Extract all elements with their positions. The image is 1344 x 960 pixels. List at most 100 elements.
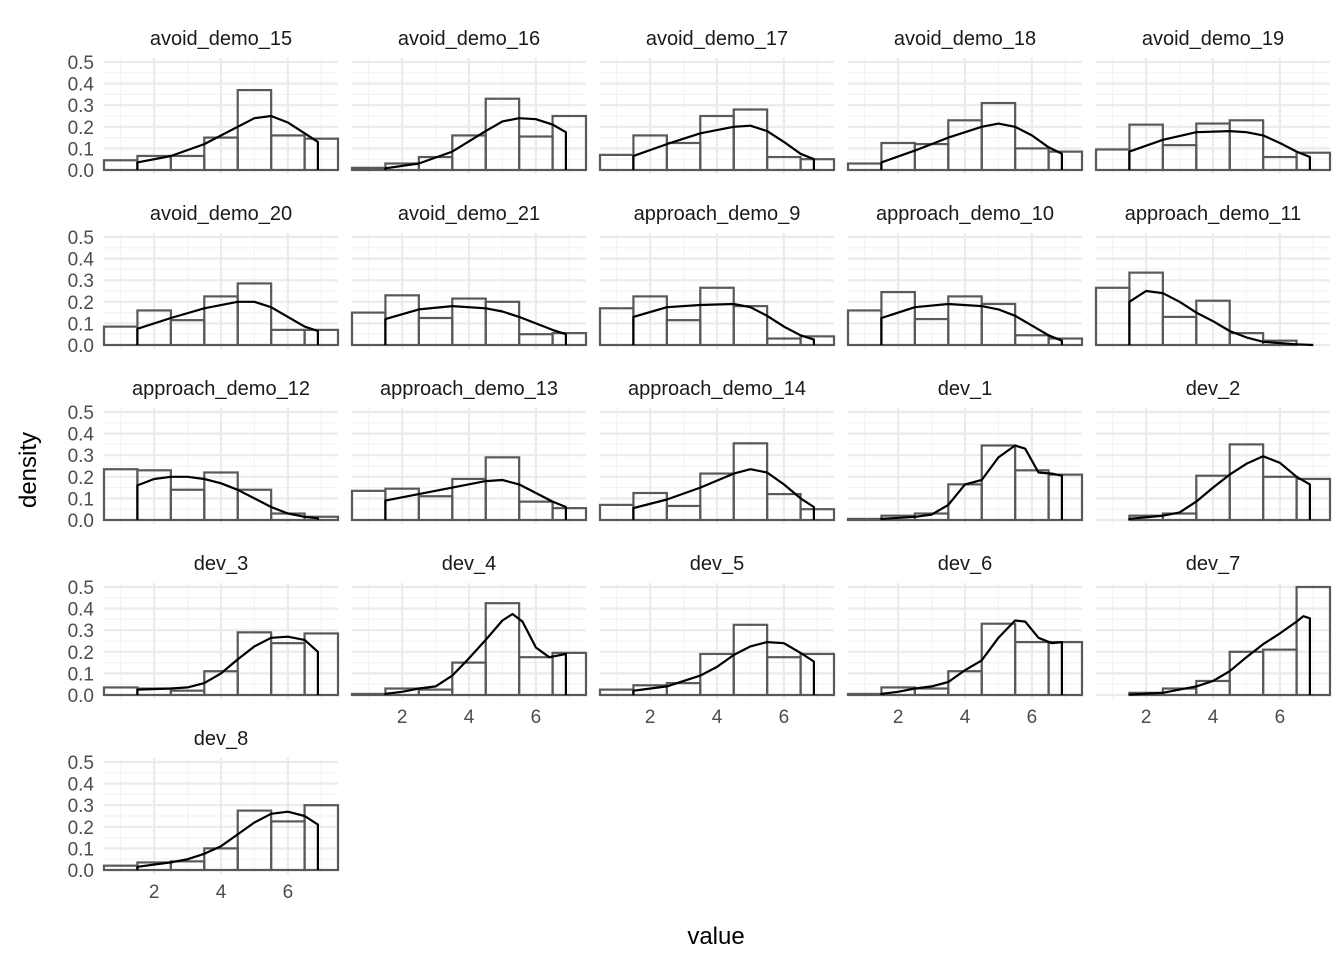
density-curve bbox=[632, 124, 815, 170]
y-tick-label: 0.4 bbox=[68, 775, 95, 796]
histogram-bar bbox=[484, 300, 521, 347]
facet-panel: avoid_demo_16 bbox=[350, 28, 588, 174]
histogram-bar bbox=[484, 97, 521, 172]
panel-title: avoid_demo_15 bbox=[150, 28, 292, 50]
x-tick-label: 2 bbox=[645, 707, 656, 728]
facet-panel: avoid_demo_20 0.00.10.20.30.40.5 bbox=[68, 203, 340, 357]
histogram-bar bbox=[1195, 299, 1231, 347]
facet-panel: approach_demo_10 bbox=[846, 203, 1084, 349]
y-tick-label: 0.0 bbox=[68, 511, 94, 532]
histogram-bar bbox=[799, 652, 836, 697]
facet-panel: approach_demo_9 bbox=[598, 203, 836, 349]
histogram-bar bbox=[1295, 477, 1332, 522]
y-tick-label: 0.3 bbox=[68, 271, 94, 292]
y-tick-label: 0.3 bbox=[68, 446, 94, 467]
y-tick-label: 0.1 bbox=[68, 489, 94, 510]
histogram-bar bbox=[799, 508, 836, 522]
y-tick-label: 0.0 bbox=[68, 861, 94, 882]
histogram-bar bbox=[1228, 119, 1265, 172]
histogram-bar bbox=[236, 88, 273, 172]
panel-title: avoid_demo_20 bbox=[150, 203, 292, 225]
y-tick-label: 0.4 bbox=[68, 425, 95, 446]
density-curve bbox=[384, 478, 567, 520]
panel-title: dev_6 bbox=[938, 553, 993, 575]
density-curve bbox=[136, 635, 319, 695]
x-tick-label: 4 bbox=[216, 882, 227, 903]
facet-panel: dev_1 bbox=[846, 378, 1084, 524]
y-tick-label: 0.5 bbox=[68, 228, 94, 249]
histogram-bar bbox=[484, 456, 521, 522]
histogram-bar bbox=[303, 804, 340, 872]
histogram-bar bbox=[303, 515, 340, 522]
panel-title: approach_demo_13 bbox=[380, 378, 558, 400]
density-curve bbox=[136, 300, 319, 345]
histogram-bar bbox=[551, 507, 588, 522]
x-tick-label: 4 bbox=[1208, 707, 1219, 728]
facet-panel: approach_demo_13 bbox=[350, 378, 588, 524]
histogram-bar bbox=[799, 158, 836, 172]
histogram-bar bbox=[980, 101, 1017, 172]
facet-panel: avoid_demo_15 0.00.10.20.30.40.5 bbox=[68, 28, 340, 182]
histogram-bar bbox=[1047, 337, 1084, 347]
facet-panel: dev_6 2 4 6 bbox=[846, 553, 1084, 728]
facet-panel: avoid_demo_21 bbox=[350, 203, 588, 349]
y-tick-label: 0.2 bbox=[68, 468, 94, 489]
y-tick-label: 0.3 bbox=[68, 621, 94, 642]
y-tick-label: 0.5 bbox=[68, 578, 94, 599]
facet-panel: dev_2 bbox=[1096, 378, 1332, 524]
y-tick-label: 0.0 bbox=[68, 161, 94, 182]
density-curve bbox=[1128, 289, 1314, 347]
histogram-bar bbox=[1047, 150, 1084, 172]
histogram-bar bbox=[236, 282, 273, 347]
y-tick-label: 0.5 bbox=[68, 53, 94, 74]
panel-title: approach_demo_10 bbox=[876, 203, 1054, 225]
density-curve bbox=[632, 468, 815, 520]
panel-title: dev_1 bbox=[938, 378, 993, 400]
panel-title: approach_demo_14 bbox=[628, 378, 806, 400]
histogram-bar bbox=[1047, 473, 1084, 522]
y-tick-label: 0.4 bbox=[68, 250, 95, 271]
x-axis-title: value bbox=[687, 923, 744, 950]
y-tick-label: 0.2 bbox=[68, 818, 94, 839]
facet-panel: avoid_demo_17 bbox=[598, 28, 836, 174]
facet-panel: dev_5 2 4 6 bbox=[598, 553, 836, 728]
x-tick-label: 6 bbox=[1275, 707, 1286, 728]
panel-title: approach_demo_11 bbox=[1125, 203, 1301, 225]
histogram-bar bbox=[551, 114, 588, 172]
panel-title: approach_demo_12 bbox=[132, 378, 310, 400]
x-tick-label: 2 bbox=[1141, 707, 1152, 728]
density-curve bbox=[880, 302, 1063, 345]
histogram-bar bbox=[1295, 585, 1332, 697]
y-tick-label: 0.2 bbox=[68, 643, 94, 664]
density-curve bbox=[632, 302, 815, 345]
x-tick-label: 6 bbox=[1027, 707, 1038, 728]
facet-panel: approach_demo_11 bbox=[1094, 203, 1330, 349]
histogram-bar bbox=[236, 488, 273, 522]
facet-panel: avoid_demo_18 bbox=[846, 28, 1084, 174]
histogram-bar bbox=[846, 517, 883, 522]
density-curve bbox=[136, 810, 319, 870]
density-curve bbox=[880, 619, 1063, 695]
y-tick-label: 0.4 bbox=[68, 75, 95, 96]
histogram-bar bbox=[350, 692, 387, 697]
panel-title: approach_demo_9 bbox=[634, 203, 801, 225]
density-curve bbox=[384, 117, 567, 170]
panels-layer: avoid_demo_150.00.10.20.30.40.5avoid_dem… bbox=[68, 28, 1332, 903]
panel-title: dev_4 bbox=[442, 553, 497, 575]
density-curve bbox=[384, 305, 567, 345]
y-tick-label: 0.5 bbox=[68, 403, 94, 424]
x-tick-label: 2 bbox=[893, 707, 904, 728]
histogram-bar bbox=[980, 302, 1017, 347]
histogram-bar bbox=[732, 108, 769, 172]
panel-title: avoid_demo_19 bbox=[1142, 28, 1284, 50]
y-tick-label: 0.1 bbox=[68, 139, 94, 160]
facet-panel: avoid_demo_19 bbox=[1094, 28, 1332, 174]
y-tick-label: 0.2 bbox=[68, 293, 94, 314]
density-curve bbox=[136, 475, 319, 520]
y-tick-label: 0.0 bbox=[68, 336, 94, 357]
facet-panel: dev_8 0.00.10.20.30.40.5 2 4 6 bbox=[68, 728, 340, 903]
x-tick-label: 2 bbox=[149, 882, 160, 903]
density-curve bbox=[136, 114, 319, 170]
facet-panel: approach_demo_12 0.00.10.20.30.40.5 bbox=[68, 378, 340, 532]
